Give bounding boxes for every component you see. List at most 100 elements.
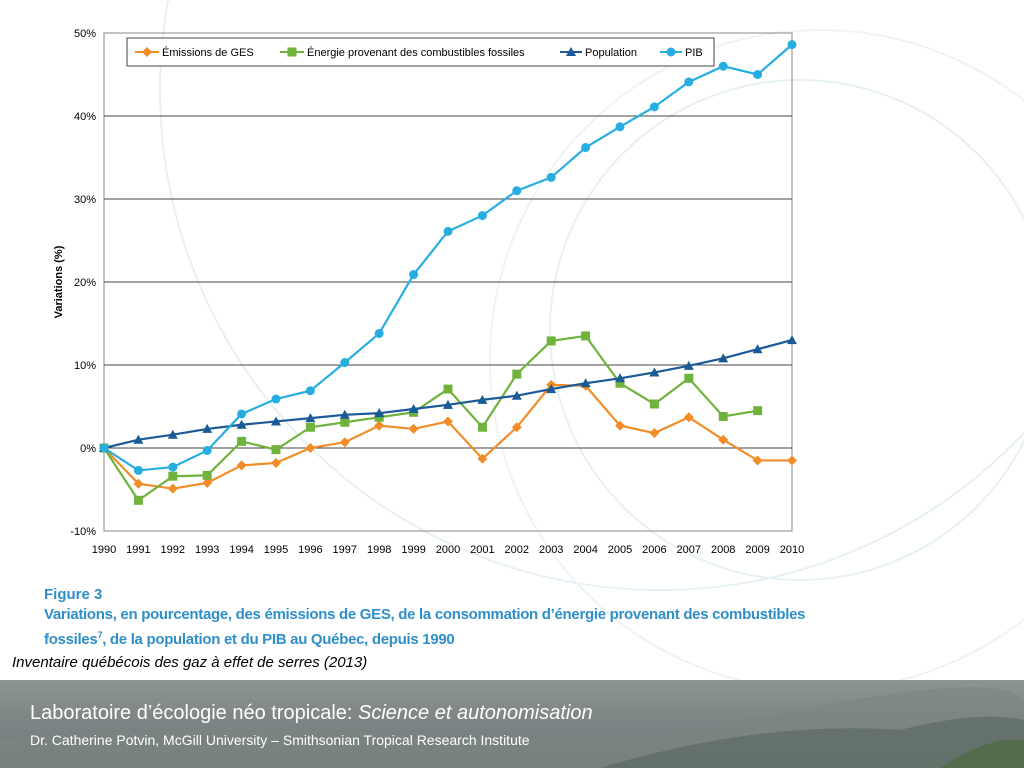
footer-title-text: Laboratoire d’écologie néo tropicale: (30, 702, 358, 724)
data-point (133, 478, 144, 489)
footer-title-italic: Science et autonomisation (358, 702, 593, 724)
data-point (615, 378, 625, 388)
data-point (99, 443, 109, 453)
data-point (202, 423, 213, 433)
series-group (99, 40, 797, 505)
y-tick-label: 10% (74, 360, 96, 372)
data-point (787, 455, 797, 466)
data-point (305, 422, 315, 432)
legend: Émissions de GES Énergie provenant des co… (126, 37, 715, 67)
data-point (443, 384, 453, 394)
data-point (718, 353, 729, 363)
x-tick-label: 1995 (264, 544, 288, 556)
data-point (581, 331, 591, 341)
data-point (305, 413, 316, 423)
x-tick-label: 1993 (195, 544, 219, 556)
data-point (167, 429, 178, 439)
data-point (339, 409, 350, 419)
data-point (512, 186, 522, 196)
data-point (374, 408, 385, 418)
data-point (511, 390, 522, 400)
y-tick-label: 40% (74, 111, 96, 123)
x-tick-label: 2006 (642, 544, 666, 556)
data-point (271, 445, 281, 455)
data-point (787, 40, 797, 50)
data-point (546, 336, 556, 346)
data-point (684, 373, 694, 383)
x-tick-label: 1999 (401, 544, 425, 556)
legend-swatch-marker (142, 47, 152, 57)
x-tick-label: 2003 (539, 544, 563, 556)
y-tick-label: 0% (80, 443, 96, 455)
y-axis-ticks: -10% 0% 10% 20% 30% 40% 50% (70, 28, 96, 538)
legend-swatch-marker (566, 47, 576, 56)
data-point (615, 420, 625, 431)
data-point (271, 457, 281, 468)
data-point (237, 436, 247, 446)
data-point (753, 70, 763, 79)
footer-title: Laboratoire d’écologie néo tropicale: Sc… (30, 702, 593, 725)
footer-landscape (0, 687, 1024, 768)
data-point (752, 344, 763, 354)
x-tick-label: 2004 (573, 544, 597, 556)
data-point (271, 394, 281, 404)
data-point (374, 412, 384, 422)
figure-caption: Variations, en pourcentage, des émission… (44, 605, 944, 650)
data-point (477, 211, 487, 221)
x-tick-label: 2007 (677, 544, 701, 556)
caption-line-1: Variations, en pourcentage, des émission… (44, 606, 806, 623)
data-point (684, 77, 694, 87)
x-tick-label: 2000 (436, 544, 460, 556)
data-point (649, 102, 659, 112)
y-tick-label: 30% (74, 194, 96, 206)
data-point (718, 411, 728, 421)
data-point (133, 495, 143, 505)
data-point (787, 335, 797, 345)
caption-line-2-post: , de la population et du PIB au Québec, … (102, 631, 455, 648)
x-tick-label: 1991 (126, 544, 150, 556)
data-point (443, 416, 453, 427)
data-point (443, 399, 453, 409)
legend-label: Population (585, 47, 637, 59)
x-tick-label: 2009 (745, 544, 769, 556)
data-point (683, 412, 694, 423)
data-point (615, 122, 625, 132)
data-point (581, 143, 591, 153)
data-point (339, 437, 350, 448)
data-point (408, 423, 419, 434)
legend-swatch-marker (666, 47, 676, 57)
background-decoration (159, 0, 1024, 680)
legend-label: Énergie provenant des combustibles fossi… (307, 46, 525, 59)
data-point (477, 422, 487, 432)
y-tick-label: 20% (74, 277, 96, 289)
x-tick-label: 1998 (367, 544, 391, 556)
data-point (168, 462, 178, 472)
data-point (374, 420, 385, 431)
data-point (752, 455, 763, 466)
legend-label: PIB (685, 47, 703, 59)
data-point (511, 422, 522, 433)
data-point (683, 360, 694, 370)
data-point (580, 378, 591, 388)
footer-banner: Laboratoire d’écologie néo tropicale: Sc… (0, 680, 1024, 768)
series-line (103, 334, 758, 502)
data-point (718, 434, 729, 445)
x-tick-label: 1994 (229, 544, 253, 556)
data-point (718, 61, 728, 71)
series-square (99, 331, 763, 505)
data-point (477, 394, 488, 404)
x-tick-label: 1997 (333, 544, 357, 556)
series-triangle (99, 335, 797, 452)
data-point (202, 470, 212, 480)
y-axis-label: Variations (%) (53, 245, 65, 318)
y-tick-label: -10% (70, 526, 96, 538)
data-point (168, 471, 178, 481)
footer-subtitle: Dr. Catherine Potvin, McGill University … (30, 732, 530, 748)
data-point (443, 226, 453, 236)
caption-footnote: 7 (97, 630, 103, 640)
legend-label: Émissions de GES (162, 46, 254, 59)
x-axis-ticks: 1990 1991 1992 1993 1994 1995 1996 1997 1998 1999… (92, 544, 804, 556)
data-point (615, 373, 625, 383)
x-tick-label: 2002 (505, 544, 529, 556)
